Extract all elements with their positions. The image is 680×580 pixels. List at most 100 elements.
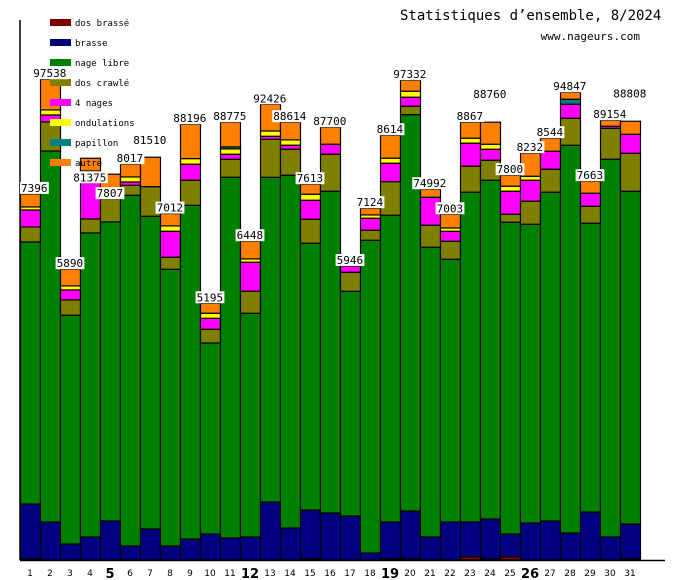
legend-label: autre	[75, 159, 102, 169]
legend-item: papillon	[50, 139, 118, 149]
total-label: 5946	[337, 254, 364, 267]
total-label-bg	[95, 187, 125, 200]
total-label: 7613	[297, 172, 324, 185]
bar-segment-4-nages	[159, 230, 182, 258]
bar-segment-autre	[139, 156, 162, 188]
bar-day-25	[499, 174, 522, 561]
bar-segment-autre	[199, 302, 222, 314]
bar-segment-brasse	[379, 521, 402, 560]
bar-segment-autre	[59, 268, 82, 287]
bar-segment-4-nages	[59, 289, 82, 301]
bar-day-15	[299, 183, 322, 561]
x-tick-label: 8	[167, 569, 173, 579]
total-label: 5195	[197, 291, 224, 304]
bar-segment-4-nages	[579, 192, 602, 207]
total-label-bg	[495, 163, 525, 176]
total-label: 7663	[577, 169, 604, 182]
total-label: 92426	[253, 92, 286, 105]
legend-label: nage libre	[75, 59, 129, 69]
total-label-bg	[172, 112, 208, 125]
bar-day-30	[599, 119, 622, 561]
bar-segment-autre	[319, 126, 342, 145]
bar-day-14	[279, 121, 302, 561]
legend-swatch	[50, 159, 71, 166]
bar-segment-ondulations	[39, 109, 62, 116]
total-label-bg	[132, 134, 168, 147]
bar-segment-ondulations	[199, 312, 222, 319]
bar-segment-dos-crawlé	[199, 328, 222, 344]
bar-segment-brasse	[299, 509, 322, 560]
x-tick-label: 3	[67, 569, 73, 579]
bar-day-5	[99, 173, 122, 561]
total-label-bg	[55, 257, 85, 270]
bar-segment-nage-libre	[619, 190, 642, 525]
x-tick-label: 27	[544, 569, 555, 579]
bar-segment-nage-libre	[519, 223, 542, 524]
bar-segment-brasse	[539, 520, 562, 561]
bar-segment-brasse	[179, 538, 202, 561]
total-label-bg	[295, 172, 325, 185]
x-tick-label: 26	[521, 567, 539, 580]
x-tick-label: 24	[484, 569, 496, 579]
total-label: 88760	[473, 88, 506, 101]
total-label: 7003	[437, 202, 464, 215]
x-tick-label: 30	[604, 569, 616, 579]
total-label-bg	[235, 229, 265, 242]
bar-segment-brasse	[139, 528, 162, 561]
bar-segment-autre	[619, 120, 642, 135]
bar-segment-brasse	[399, 510, 422, 560]
total-label-bg	[535, 126, 565, 139]
bar-segment-brasse	[259, 501, 282, 561]
bar-segment-dos-crawlé	[219, 158, 242, 178]
bar-day-27	[539, 137, 562, 561]
legend-swatch	[50, 59, 71, 66]
total-label: 89154	[593, 108, 626, 121]
total-label-bg	[592, 108, 628, 121]
legend-swatch	[50, 19, 71, 26]
bar-day-31	[619, 120, 642, 561]
x-tick-label: 9	[187, 569, 193, 579]
legend-item: 4 nages	[50, 99, 113, 109]
bar-segment-autre	[459, 121, 482, 139]
bar-segment-autre	[399, 79, 422, 92]
total-label-bg	[32, 67, 68, 80]
total-label: 88196	[173, 112, 206, 125]
total-label-bg	[272, 110, 308, 123]
x-tick-label: 13	[264, 569, 275, 579]
total-label: 7396	[21, 182, 48, 195]
bar-segment-brasse	[239, 536, 262, 561]
bar-day-23	[459, 121, 482, 561]
bar-segment-dos-crawlé	[339, 271, 362, 292]
bar-day-28	[559, 91, 582, 561]
bar-segment-brasse	[39, 521, 62, 561]
bar-day-8	[159, 212, 182, 561]
bar-segment-nage-libre	[399, 114, 422, 512]
bar-segment-brasse	[579, 511, 602, 561]
bar-segment-dos-crawlé	[459, 165, 482, 193]
bar-segment-autre	[79, 157, 102, 172]
bar-segment-autre	[559, 91, 582, 100]
legend-item: nage libre	[50, 59, 129, 69]
bar-segment-brasse	[219, 537, 242, 561]
bar-segment-ondulations	[159, 225, 182, 232]
bar-segment-ondulations	[119, 176, 142, 183]
bar-day-3	[59, 268, 82, 561]
bar-segment-dos-crawlé	[539, 168, 562, 193]
bar-segment-dos-crawlé	[499, 213, 522, 223]
x-tick-label: 16	[324, 569, 336, 579]
bar-segment-brasse	[619, 523, 642, 560]
bar-segment-nage-libre	[39, 150, 62, 523]
total-label: 97538	[33, 67, 66, 80]
bar-segment-brasse	[459, 521, 482, 558]
total-label-bg	[20, 181, 49, 194]
x-tick-label: 4	[87, 569, 93, 579]
x-tick-label: 5	[105, 567, 114, 580]
total-label-bg	[612, 87, 648, 100]
bar-segment-4-nages	[319, 143, 342, 155]
bar-day-4	[79, 157, 102, 561]
bar-segment-nage-libre	[179, 204, 202, 540]
bar-segment-dos-crawlé	[39, 121, 62, 152]
total-label-bg	[335, 253, 365, 266]
bar-segment-brasse	[359, 552, 382, 561]
bar-day-16	[319, 126, 342, 561]
